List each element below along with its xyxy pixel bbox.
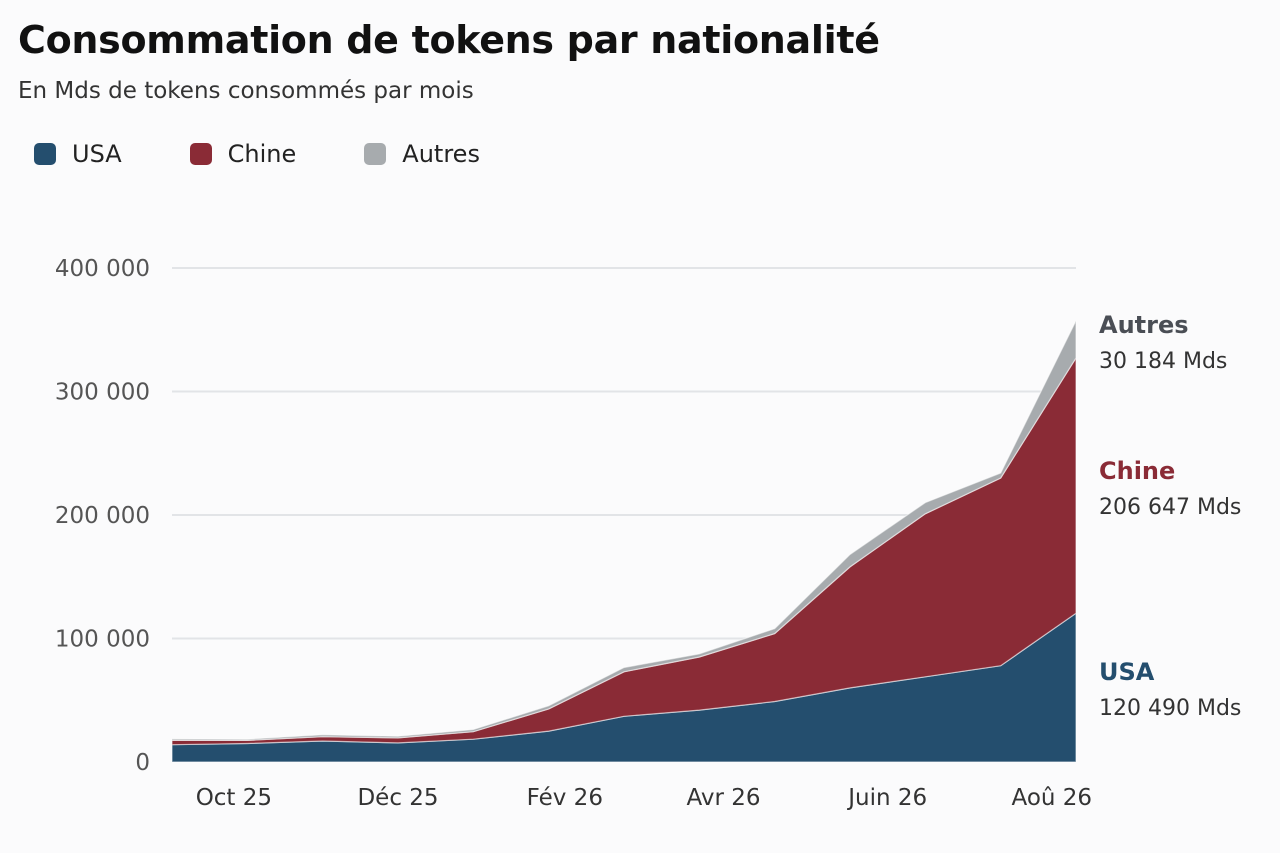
stacked-areas bbox=[171, 320, 1077, 763]
legend-label-usa: USA bbox=[72, 140, 122, 168]
end-labels: Autres 30 184 Mds Chine 206 647 Mds USA 120 4… bbox=[1099, 311, 1241, 721]
y-tick-label: 400 000 bbox=[55, 256, 150, 282]
end-label-value-usa: 120 490 Mds bbox=[1099, 696, 1241, 721]
chart-subtitle: En Mds de tokens consommés par mois bbox=[18, 78, 474, 104]
end-label-name-autres: Autres bbox=[1099, 311, 1189, 339]
legend-item-chine: Chine bbox=[189, 140, 297, 168]
legend-swatch-autres bbox=[364, 143, 387, 165]
y-tick-label: 100 000 bbox=[55, 627, 150, 653]
legend-swatch-chine bbox=[189, 143, 212, 165]
legend-label-chine: Chine bbox=[227, 140, 297, 168]
legend: USA Chine Autres bbox=[34, 140, 548, 168]
end-label-name-usa: USA bbox=[1099, 658, 1155, 686]
end-label-name-chine: Chine bbox=[1099, 457, 1175, 485]
x-tick-label: Déc 25 bbox=[357, 785, 438, 811]
x-tick-label: Aoû 26 bbox=[1012, 785, 1093, 811]
area-autres bbox=[171, 320, 1077, 741]
x-tick-label: Avr 26 bbox=[687, 785, 761, 811]
x-tick-label: Juin 26 bbox=[846, 785, 927, 811]
y-tick-label: 0 bbox=[135, 750, 150, 776]
end-label-value-chine: 206 647 Mds bbox=[1099, 495, 1241, 520]
x-tick-label: Oct 25 bbox=[196, 785, 272, 811]
end-label-value-autres: 30 184 Mds bbox=[1099, 349, 1227, 374]
x-tick-label: Fév 26 bbox=[527, 785, 603, 811]
x-axis-ticks: Oct 25 Déc 25 Fév 26 Avr 26 Juin 26 Aoû 26 bbox=[196, 785, 1092, 811]
legend-label-autres: Autres bbox=[402, 140, 480, 168]
legend-swatch-usa bbox=[34, 143, 56, 165]
legend-item-autres: Autres bbox=[364, 140, 480, 168]
chart-title: Consommation de tokens par nationalité bbox=[18, 18, 880, 62]
y-tick-label: 200 000 bbox=[55, 503, 150, 529]
legend-item-usa: USA bbox=[34, 140, 122, 168]
y-axis-ticks: 0 100 000 200 000 300 000 400 000 bbox=[55, 256, 150, 776]
y-tick-label: 300 000 bbox=[55, 380, 150, 406]
